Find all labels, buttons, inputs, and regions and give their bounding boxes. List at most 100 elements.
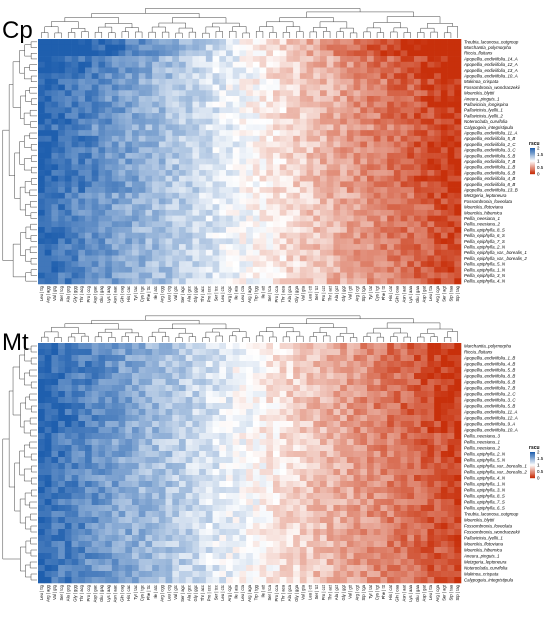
heatmap-cell xyxy=(98,107,106,114)
row-label: Pellia_epiphylla_2_N xyxy=(464,244,506,249)
heatmap-cell xyxy=(111,39,119,45)
heatmap-cell xyxy=(111,367,119,374)
heatmap-cell xyxy=(105,244,113,251)
heatmap-cell xyxy=(185,141,193,148)
heatmap-cell xyxy=(326,39,334,45)
heatmap-cell xyxy=(64,266,72,273)
heatmap-cell xyxy=(78,343,86,350)
heatmap-cell xyxy=(239,238,247,245)
heatmap-cell xyxy=(179,141,187,148)
heatmap-cell xyxy=(340,409,348,416)
heatmap-cell xyxy=(71,433,79,440)
heatmap-cell xyxy=(51,101,59,108)
heatmap-cell xyxy=(273,152,281,159)
heatmap-cell xyxy=(118,187,126,194)
heatmap-cell xyxy=(51,427,59,434)
heatmap-cell xyxy=(373,385,381,392)
heatmap-cell xyxy=(145,255,153,262)
heatmap-cell xyxy=(454,361,462,368)
heatmap-cell xyxy=(407,141,415,148)
heatmap-cell xyxy=(132,457,140,464)
heatmap-cell xyxy=(98,95,106,102)
heatmap-cell xyxy=(320,249,328,256)
heatmap-cell xyxy=(414,78,422,85)
heatmap-cell xyxy=(226,427,234,434)
heatmap-cell xyxy=(373,61,381,68)
column-label: Ser | tca xyxy=(267,285,272,301)
heatmap-cell xyxy=(91,67,99,74)
heatmap-cell xyxy=(145,152,153,159)
heatmap-cell xyxy=(85,266,93,273)
heatmap-cell xyxy=(434,463,442,470)
heatmap-cell xyxy=(373,433,381,440)
heatmap-cell xyxy=(373,261,381,268)
heatmap-cell xyxy=(299,403,307,410)
heatmap-cell xyxy=(232,349,240,356)
heatmap-cell xyxy=(306,221,314,228)
heatmap-cell xyxy=(185,204,193,211)
heatmap-cell xyxy=(393,349,401,356)
heatmap-cell xyxy=(279,463,287,470)
heatmap-cell xyxy=(407,39,415,45)
heatmap-cell xyxy=(400,511,408,518)
heatmap-cell xyxy=(212,385,220,392)
heatmap-cell xyxy=(447,355,455,362)
heatmap-cell xyxy=(259,221,267,228)
heatmap-cell xyxy=(71,343,79,350)
heatmap-cell xyxy=(98,481,106,488)
heatmap-cell xyxy=(246,463,254,470)
heatmap-cell xyxy=(145,475,153,482)
dendrogram-branch xyxy=(161,336,170,342)
heatmap-cell xyxy=(125,95,133,102)
heatmap-cell xyxy=(205,130,213,137)
heatmap-cell xyxy=(252,343,260,350)
heatmap-cell xyxy=(226,355,234,362)
heatmap-cell xyxy=(299,499,307,506)
heatmap-cell xyxy=(299,118,307,125)
heatmap-cell xyxy=(266,499,274,506)
heatmap-cell xyxy=(125,379,133,386)
heatmap-cell xyxy=(105,101,113,108)
heatmap-cell xyxy=(226,141,234,148)
heatmap-cell xyxy=(420,385,428,392)
heatmap-cell xyxy=(299,457,307,464)
heatmap-cell xyxy=(125,158,133,165)
heatmap-cell xyxy=(226,481,234,488)
heatmap-cell xyxy=(427,227,435,234)
heatmap-cell xyxy=(78,204,86,211)
heatmap-cell xyxy=(259,158,267,165)
heatmap-cell xyxy=(71,493,79,500)
heatmap-cell xyxy=(239,95,247,102)
heatmap-cell xyxy=(185,113,193,120)
heatmap-cell xyxy=(400,355,408,362)
heatmap-cell xyxy=(380,361,388,368)
heatmap-cell xyxy=(373,379,381,386)
heatmap-cell xyxy=(219,227,227,234)
heatmap-cell xyxy=(266,391,274,398)
heatmap-cell xyxy=(158,379,166,386)
heatmap-cell xyxy=(360,95,368,102)
heatmap-cell xyxy=(434,361,442,368)
heatmap-cell xyxy=(185,445,193,452)
heatmap-cell xyxy=(138,244,146,251)
heatmap-cell xyxy=(400,204,408,211)
heatmap-cell xyxy=(192,261,200,268)
heatmap-cell xyxy=(299,101,307,108)
heatmap-cell xyxy=(259,198,267,205)
heatmap-cell xyxy=(205,427,213,434)
heatmap-cell xyxy=(387,445,395,452)
heatmap-cell xyxy=(38,481,46,488)
heatmap-cell xyxy=(246,39,254,45)
heatmap-cell xyxy=(367,118,375,125)
heatmap-cell xyxy=(105,113,113,120)
heatmap-cell xyxy=(373,147,381,154)
dendrogram-branch xyxy=(25,564,32,578)
heatmap-cell xyxy=(185,433,193,440)
heatmap-cell xyxy=(219,164,227,171)
heatmap-cell xyxy=(125,266,133,273)
heatmap-cell xyxy=(293,409,301,416)
heatmap-cell xyxy=(179,244,187,251)
column-label: Gln | caa xyxy=(395,285,400,302)
heatmap-cell xyxy=(326,499,334,506)
heatmap-cell xyxy=(380,39,388,45)
